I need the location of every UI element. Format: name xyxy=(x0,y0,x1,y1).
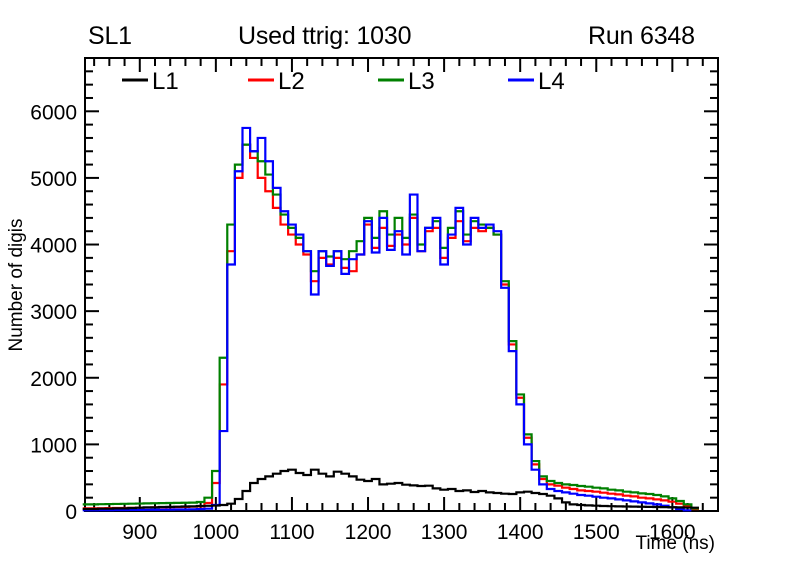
data-series-group xyxy=(82,126,699,512)
x-tick-label: 1600 xyxy=(649,521,696,544)
y-tick-label: 6000 xyxy=(30,101,77,124)
series-line-l3 xyxy=(82,143,699,510)
ttrig-label: Used ttrig: 1030 xyxy=(238,22,412,50)
series-line-l4 xyxy=(82,126,692,512)
y-tick-label: 5000 xyxy=(30,168,77,191)
legend: L1 L2 L3 L4 xyxy=(122,68,565,95)
x-tick-label: 1100 xyxy=(269,521,314,544)
plot-frame xyxy=(84,57,719,512)
x-tick-label: 1300 xyxy=(421,521,468,544)
legend-entry-l2: L2 xyxy=(248,68,305,95)
y-tick-label: 2000 xyxy=(30,368,77,391)
y-axis-title: Number of digis xyxy=(6,218,27,351)
x-axis-title: Time (ns) xyxy=(635,533,715,554)
x-axis-tick-labels: 900 1000 1100 1200 1300 1400 1500 1600 xyxy=(122,521,695,544)
legend-entry-l1: L1 xyxy=(122,68,179,95)
series-line-l2 xyxy=(82,143,699,511)
legend-label-l2: L2 xyxy=(278,68,305,95)
y-tick-label: 4000 xyxy=(30,235,77,258)
y-tick-label: 1000 xyxy=(30,434,77,457)
legend-entry-l3: L3 xyxy=(378,68,435,95)
x-tick-label: 1200 xyxy=(345,521,392,544)
run-number-label: Run 6348 xyxy=(588,22,695,50)
x-tick-label: 1000 xyxy=(193,521,240,544)
superlayer-label: SL1 xyxy=(88,22,132,50)
y-axis-ticks xyxy=(85,57,718,512)
legend-label-l1: L1 xyxy=(152,68,179,95)
legend-label-l3: L3 xyxy=(408,68,435,95)
x-tick-label: 1400 xyxy=(497,521,544,544)
x-axis-ticks xyxy=(93,58,719,511)
x-tick-label: 900 xyxy=(122,521,157,544)
legend-label-l4: L4 xyxy=(538,68,565,95)
y-tick-label: 3000 xyxy=(30,301,77,324)
y-tick-label: 0 xyxy=(65,501,77,524)
legend-entry-l4: L4 xyxy=(508,68,565,95)
series-line-l1 xyxy=(82,468,699,511)
y-axis-tick-labels: 0 1000 2000 3000 4000 5000 6000 xyxy=(30,101,77,524)
x-tick-label: 1500 xyxy=(573,521,620,544)
